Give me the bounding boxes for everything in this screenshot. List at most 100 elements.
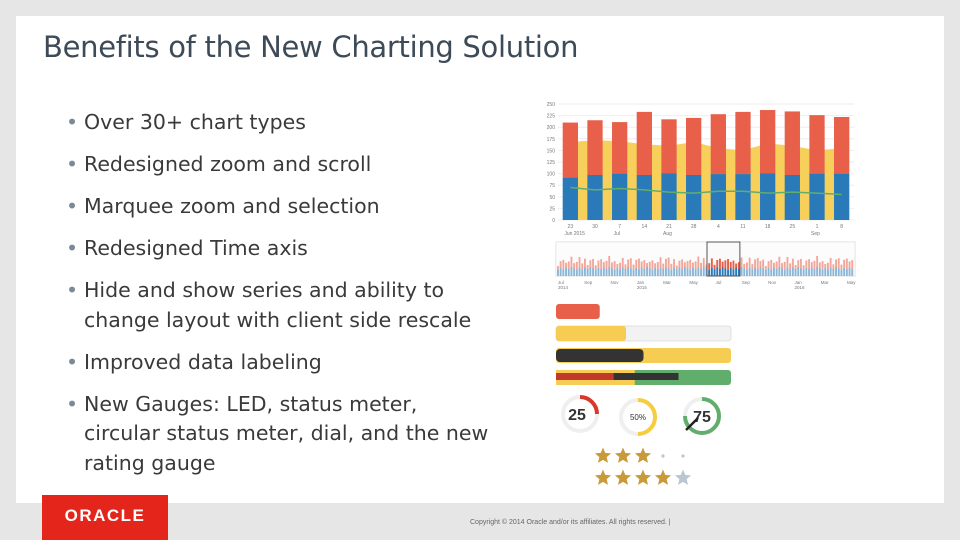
overview-bar <box>692 268 694 276</box>
bar-red <box>686 117 702 175</box>
overview-bar <box>770 269 773 276</box>
overview-bar <box>638 269 640 276</box>
overview-bar <box>721 261 724 267</box>
overview-bar <box>559 261 562 268</box>
overview-bar <box>627 267 630 276</box>
x-tick-label: 1 <box>816 224 819 230</box>
x-tick-label: 8 <box>840 224 843 230</box>
overview-bar <box>797 267 800 276</box>
overview-bar <box>557 270 559 276</box>
overview-bar <box>818 262 821 269</box>
rating-star-filled-icon <box>614 469 632 485</box>
overview-bar <box>686 261 689 269</box>
overview-bar <box>578 268 581 276</box>
overview-bar <box>627 259 630 267</box>
overview-bar <box>705 264 708 269</box>
overview-bar <box>797 260 800 267</box>
overview-bar <box>732 260 735 270</box>
overview-bar <box>643 260 646 269</box>
overview-bar <box>611 268 613 276</box>
overview-bar <box>775 261 778 269</box>
x-tick-label: 18 <box>765 224 771 230</box>
overview-bar <box>708 263 711 270</box>
overview-bar <box>570 267 573 276</box>
bar-blue <box>735 174 751 220</box>
y-tick-label: 175 <box>547 137 556 143</box>
overview-bar <box>746 262 748 270</box>
copyright-text: Copyright © 2014 Oracle and/or its affil… <box>470 519 671 526</box>
overview-bar <box>827 262 829 270</box>
overview-bar <box>732 269 735 276</box>
overview-bar <box>613 261 616 270</box>
bar-red <box>784 111 800 175</box>
overview-bar <box>700 269 702 276</box>
bar-red <box>612 122 628 174</box>
overview-bar <box>705 268 708 276</box>
overview-bar <box>592 268 594 276</box>
overview-bar <box>567 269 570 276</box>
overview-bar <box>773 267 775 276</box>
overview-bar <box>794 265 797 269</box>
overview-bar <box>681 259 684 269</box>
overview-bar <box>743 268 746 276</box>
overview-bar <box>689 270 692 276</box>
overview-bar <box>740 257 743 267</box>
rating-star-filled-icon <box>634 469 652 485</box>
overview-bar <box>662 263 665 269</box>
x-tick-label: 28 <box>691 224 697 230</box>
overview-bar <box>683 262 686 267</box>
overview-bar <box>759 260 762 267</box>
bar-blue <box>587 174 603 220</box>
overview-bar <box>818 268 821 276</box>
overview-bar <box>751 264 754 270</box>
bar-blue <box>760 173 776 220</box>
x-month-label: Aug <box>663 231 672 237</box>
overview-bar <box>791 267 794 276</box>
overview-bar <box>575 270 578 276</box>
overview-bar <box>840 264 843 270</box>
overview-bar <box>694 269 697 276</box>
overview-bar <box>670 270 673 276</box>
rating-star-filled-icon <box>594 447 612 463</box>
overview-bar <box>827 269 829 276</box>
bar-red <box>562 122 578 178</box>
overview-bar <box>584 258 586 268</box>
bar-red <box>710 114 726 175</box>
overview-bar <box>824 264 827 268</box>
overview-bar <box>678 260 681 268</box>
overview-bar <box>621 257 624 268</box>
overview-bar <box>562 259 565 270</box>
overview-bar <box>808 259 810 270</box>
overview-bar <box>727 259 729 270</box>
overview-bar <box>562 269 565 276</box>
y-tick-label: 150 <box>547 148 556 154</box>
overview-mask <box>739 242 855 276</box>
status-meter-fill <box>556 373 614 380</box>
overview-bar <box>748 268 751 276</box>
overview-bar <box>727 270 729 276</box>
overview-bar <box>608 256 611 267</box>
overview-bar <box>665 267 667 276</box>
overview-bar <box>740 267 743 276</box>
overview-bar <box>654 263 657 268</box>
overview-bar <box>813 260 816 269</box>
overview-bar <box>716 260 719 268</box>
bullet-list: Over 30+ chart types Redesigned zoom and… <box>66 108 496 491</box>
overview-bar <box>786 257 789 268</box>
circular-gauge-label: 75 <box>693 409 711 426</box>
bullet-item: Redesigned zoom and scroll <box>66 150 496 180</box>
overview-bar <box>821 261 824 270</box>
bar-blue <box>834 173 850 220</box>
overview-bar <box>581 269 584 276</box>
bar-red <box>661 119 677 174</box>
x-tick-label: 25 <box>790 224 796 230</box>
overview-bar <box>624 264 627 269</box>
overview-bar <box>602 267 605 276</box>
overview-bar <box>824 268 827 276</box>
overview-bar <box>773 262 775 268</box>
overview-bar <box>581 263 584 270</box>
overview-bar <box>675 269 678 276</box>
status-meter-fill <box>556 373 679 380</box>
bar-blue <box>661 173 677 220</box>
overview-bar <box>619 269 621 276</box>
